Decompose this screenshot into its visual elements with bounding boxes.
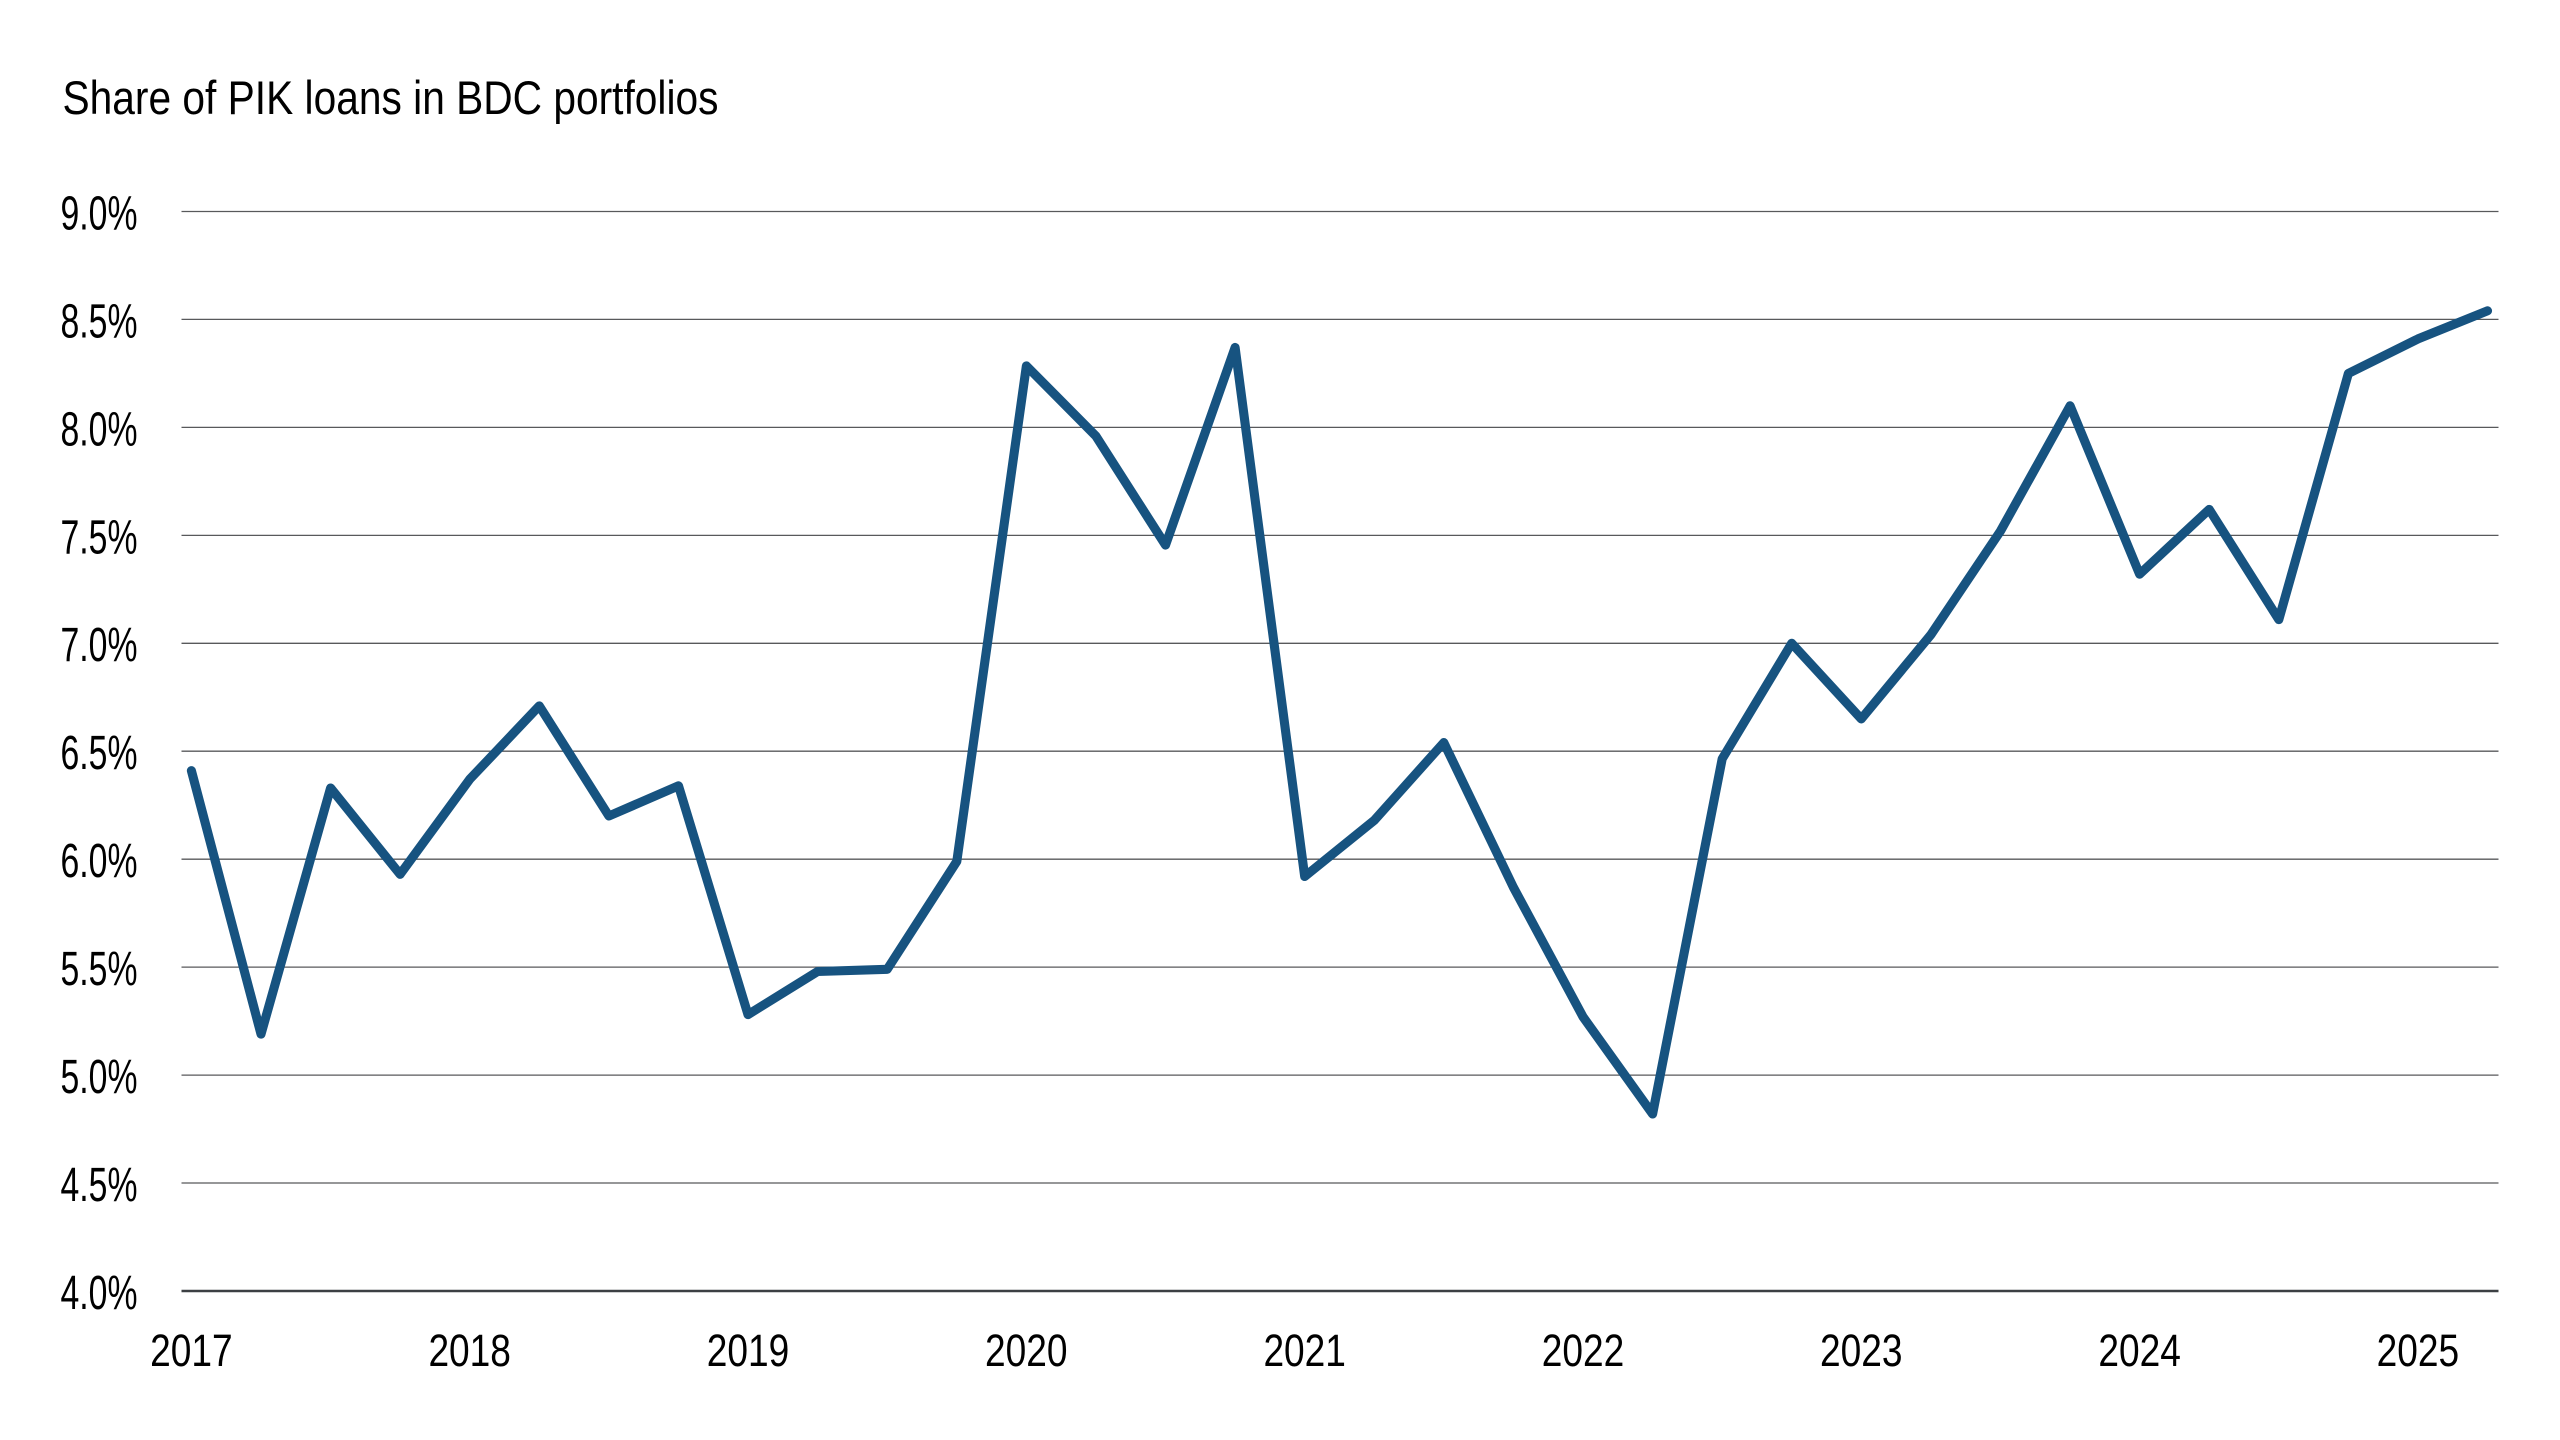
svg-text:2017: 2017 xyxy=(150,1325,233,1376)
svg-text:6.5%: 6.5% xyxy=(61,727,138,780)
svg-text:8.5%: 8.5% xyxy=(61,295,138,348)
svg-text:7.0%: 7.0% xyxy=(61,619,138,672)
svg-text:2024: 2024 xyxy=(2098,1325,2181,1376)
svg-text:4.5%: 4.5% xyxy=(61,1159,138,1212)
svg-text:2021: 2021 xyxy=(1263,1325,1346,1376)
svg-text:2022: 2022 xyxy=(1542,1325,1625,1376)
svg-text:2018: 2018 xyxy=(428,1325,511,1376)
svg-text:2023: 2023 xyxy=(1820,1325,1903,1376)
svg-text:Share of PIK loans in BDC port: Share of PIK loans in BDC portfolios xyxy=(63,71,719,124)
svg-text:6.0%: 6.0% xyxy=(61,835,138,888)
svg-text:5.5%: 5.5% xyxy=(61,943,138,996)
svg-text:7.5%: 7.5% xyxy=(61,511,138,564)
svg-text:2020: 2020 xyxy=(985,1325,1068,1376)
svg-text:8.0%: 8.0% xyxy=(61,403,138,456)
svg-text:2025: 2025 xyxy=(2377,1325,2460,1376)
svg-text:5.0%: 5.0% xyxy=(61,1051,138,1104)
svg-text:4.0%: 4.0% xyxy=(61,1267,138,1320)
svg-text:2019: 2019 xyxy=(707,1325,790,1376)
svg-text:9.0%: 9.0% xyxy=(61,187,138,240)
